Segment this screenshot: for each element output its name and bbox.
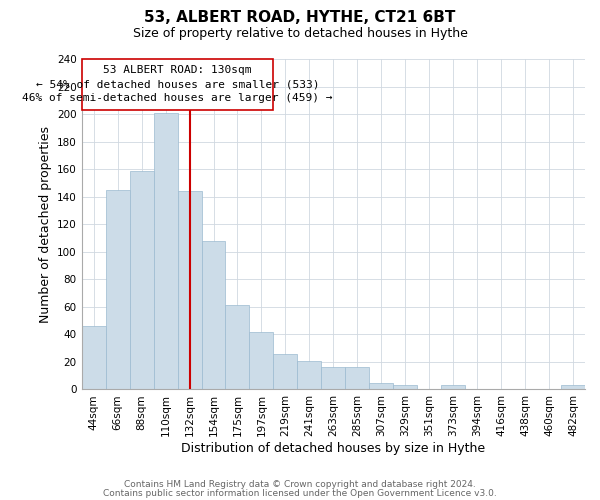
Bar (154, 112, 178, 390)
Bar (226, 306, 250, 390)
Bar (346, 368, 369, 390)
Bar (274, 354, 298, 390)
Bar (393, 386, 417, 390)
FancyBboxPatch shape (82, 59, 274, 110)
Bar (250, 332, 274, 390)
Bar (106, 190, 130, 390)
Bar (322, 368, 346, 390)
Text: Contains public sector information licensed under the Open Government Licence v3: Contains public sector information licen… (103, 489, 497, 498)
Bar (441, 386, 465, 390)
Text: 53, ALBERT ROAD, HYTHE, CT21 6BT: 53, ALBERT ROAD, HYTHE, CT21 6BT (145, 10, 455, 25)
Y-axis label: Number of detached properties: Number of detached properties (38, 126, 52, 322)
X-axis label: Distribution of detached houses by size in Hythe: Distribution of detached houses by size … (181, 442, 485, 455)
Text: Size of property relative to detached houses in Hythe: Size of property relative to detached ho… (133, 28, 467, 40)
Text: Contains HM Land Registry data © Crown copyright and database right 2024.: Contains HM Land Registry data © Crown c… (124, 480, 476, 489)
Bar (178, 191, 202, 390)
Bar (561, 386, 585, 390)
Bar (82, 326, 106, 390)
Bar (369, 382, 393, 390)
Bar (202, 241, 226, 390)
Bar (298, 360, 322, 390)
Text: 53 ALBERT ROAD: 130sqm
← 54% of detached houses are smaller (533)
46% of semi-de: 53 ALBERT ROAD: 130sqm ← 54% of detached… (22, 66, 333, 104)
Bar (130, 170, 154, 390)
